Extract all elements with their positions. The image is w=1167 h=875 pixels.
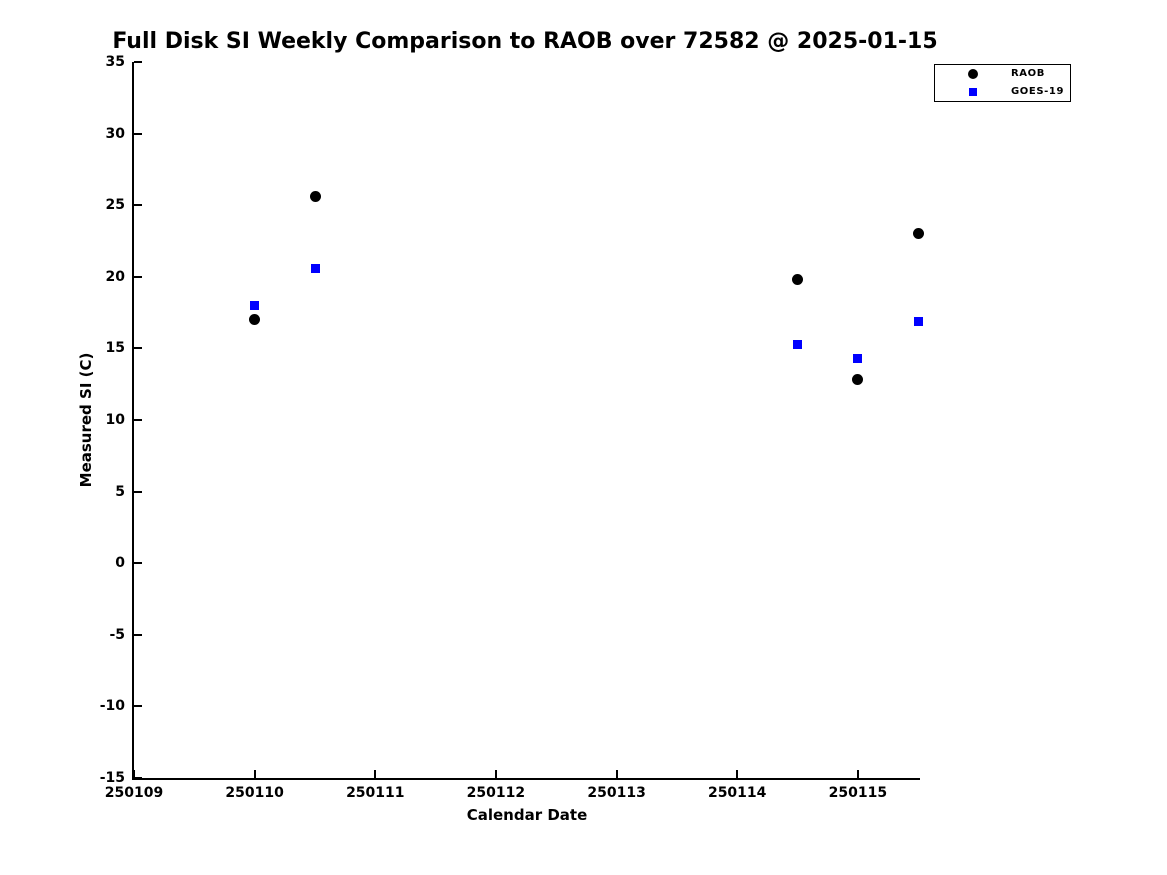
x-tick-mark: [374, 770, 377, 778]
legend-entry-raob: RAOB: [935, 66, 1070, 82]
raob-point: [309, 191, 321, 203]
goes-19-point: [310, 263, 320, 273]
legend: RAOB GOES-19: [934, 64, 1071, 102]
y-tick-mark: [134, 777, 142, 779]
legend-entry-goes19: GOES-19: [935, 84, 1070, 100]
y-tick-label: -15: [99, 770, 125, 786]
y-tick-label: 5: [115, 483, 125, 500]
y-tick-label: 35: [105, 54, 125, 70]
y-tick-mark: [134, 633, 142, 636]
raob-point: [912, 228, 924, 240]
chart-title: Full Disk SI Weekly Comparison to RAOB o…: [112, 29, 938, 54]
x-tick-mark: [133, 770, 135, 778]
y-tick-mark: [134, 562, 142, 565]
goes-19-point: [793, 339, 802, 349]
goes-19-point: [853, 353, 863, 363]
x-axis-label: Calendar Date: [466, 806, 588, 824]
y-tick-label: 0: [115, 555, 125, 572]
legend-label-raob: RAOB: [1011, 68, 1045, 80]
plot-area: Measured SI (C) Calendar Date 35 30 25 20 15…: [77, 54, 924, 824]
x-tick-mark: [494, 770, 497, 778]
y-tick-mark: [134, 419, 142, 421]
raob-point: [792, 274, 803, 286]
y-tick-label: 20: [105, 268, 125, 285]
x-tick-label: 250111: [346, 785, 405, 801]
x-tick-label: 250110: [225, 785, 284, 801]
raob-point: [249, 314, 261, 326]
y-tick-label: -10: [99, 698, 125, 715]
y-tick-mark: [134, 204, 142, 207]
legend-marker-cell: [935, 69, 1011, 80]
raob-circle-marker-icon: [968, 69, 978, 80]
legend-marker-cell: [935, 87, 1011, 96]
y-tick-mark: [134, 275, 142, 278]
y-tick-mark: [134, 61, 142, 63]
y-tick-label: 10: [105, 412, 125, 428]
x-tick-label: 250109: [104, 785, 164, 801]
x-tick-mark: [736, 770, 739, 778]
y-tick-label: 30: [105, 125, 125, 142]
y-tick-mark: [134, 705, 142, 708]
y-tick-mark: [134, 490, 142, 493]
x-tick-mark: [253, 770, 256, 778]
y-tick-label: 25: [105, 197, 125, 214]
x-tick-label: 250114: [707, 785, 767, 801]
x-tick-label: 250112: [466, 785, 526, 801]
raob-point: [852, 374, 864, 386]
y-tick-label: -5: [109, 626, 125, 643]
x-tick-mark: [856, 770, 859, 778]
y-tick-mark: [134, 347, 142, 350]
y-tick-mark: [134, 132, 142, 135]
goes-19-point: [913, 316, 923, 326]
x-tick-label: 250115: [828, 785, 888, 801]
x-tick-label: 250113: [587, 785, 646, 801]
legend-label-goes19: GOES-19: [1011, 85, 1065, 97]
y-tick-label: 15: [105, 340, 125, 357]
goes-19-point: [250, 300, 260, 310]
x-tick-mark: [615, 770, 618, 778]
goes-19-square-marker-icon: [969, 87, 977, 96]
